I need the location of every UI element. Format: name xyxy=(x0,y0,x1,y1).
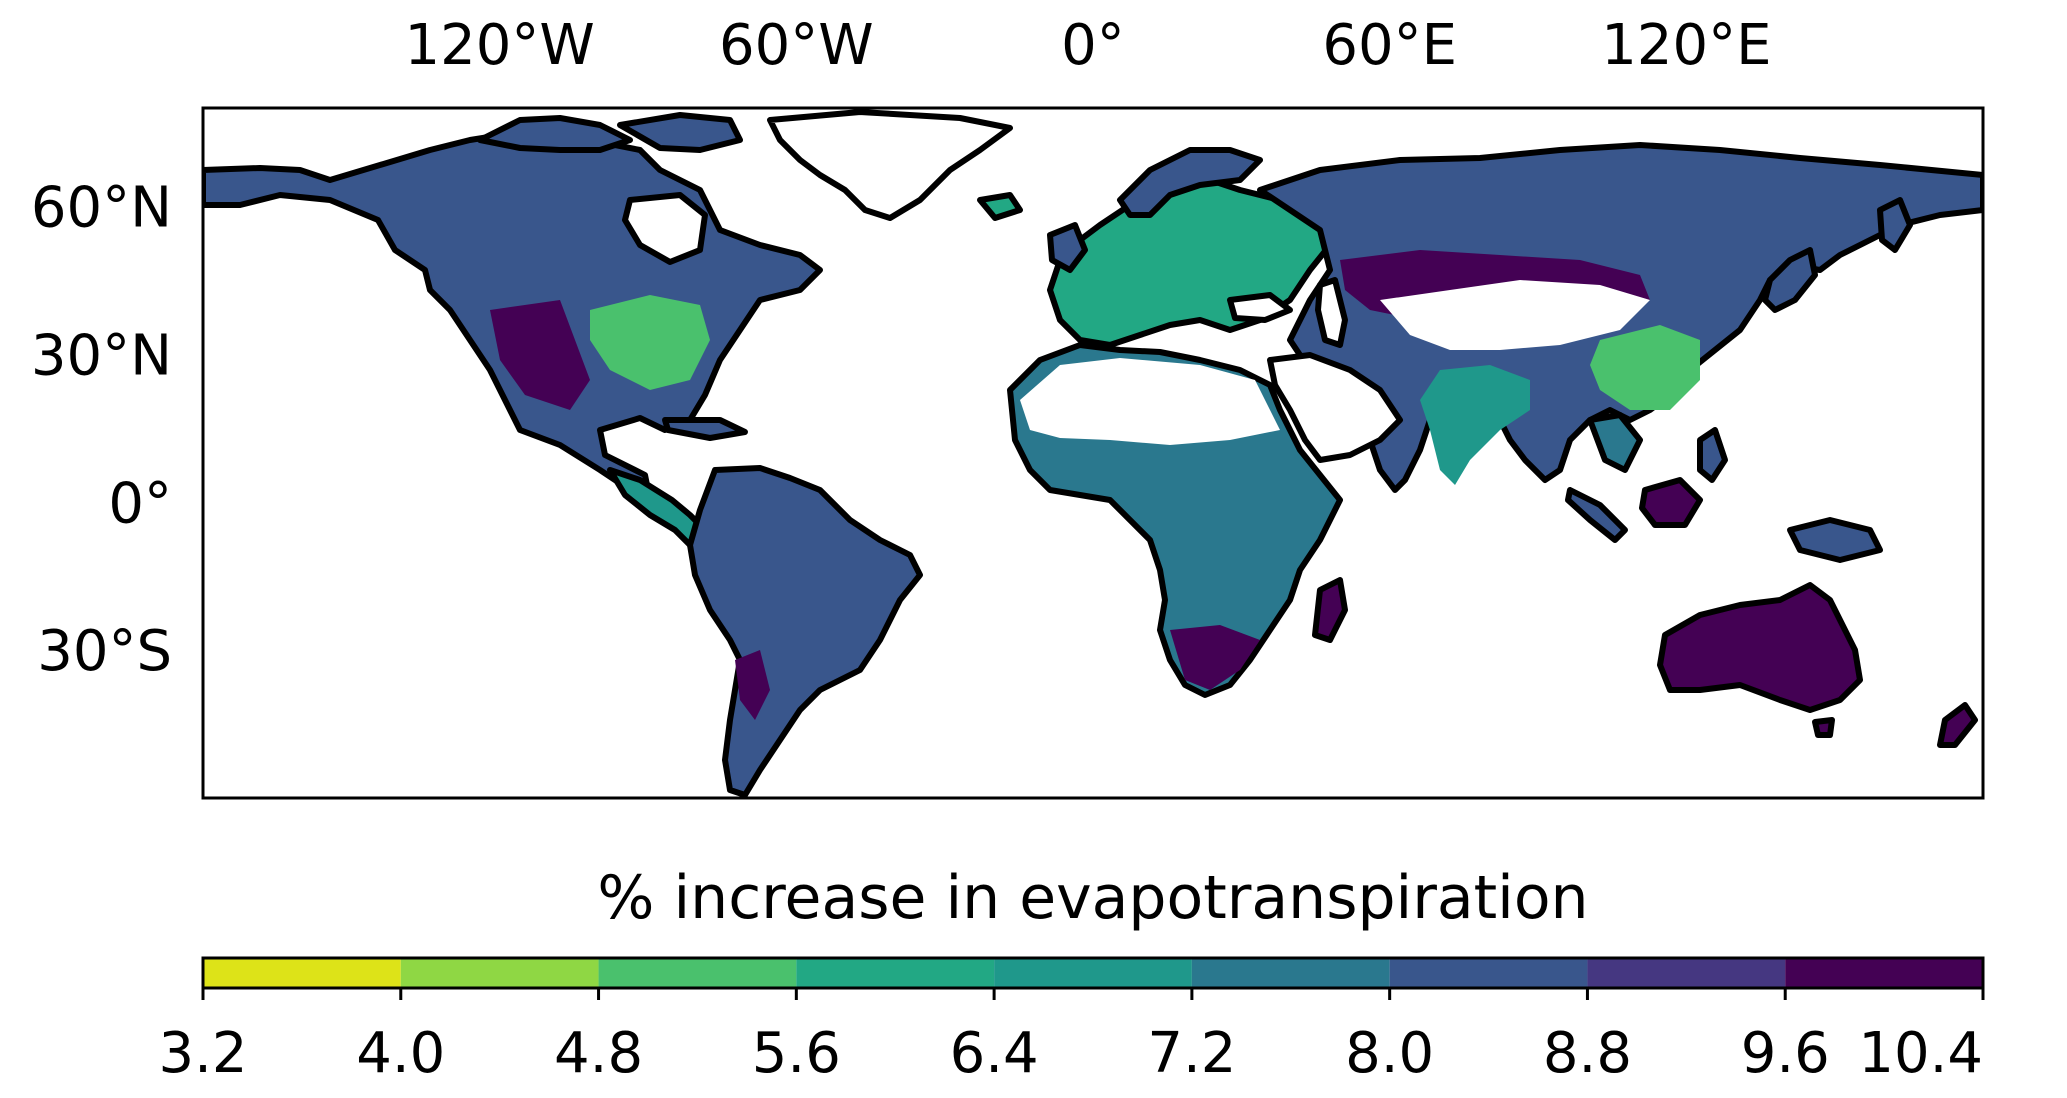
new-zealand xyxy=(1937,702,1978,748)
colorbar-bins xyxy=(203,958,1983,988)
colorbar-bin xyxy=(994,958,1192,988)
black-sea xyxy=(1227,292,1293,323)
south-america xyxy=(687,465,923,798)
colorbar-tick-label: 10.4 xyxy=(1858,1021,1983,1086)
sumatra xyxy=(1565,487,1628,543)
longitude-tick-labels: 120°W 60°W 0° 60°E 120°E xyxy=(405,13,1772,78)
greenland xyxy=(767,109,1013,221)
latitude-tick-labels: 60°N 30°N 0° 30°S xyxy=(31,176,172,685)
australia xyxy=(1657,582,1863,713)
colorbar-bin xyxy=(1785,958,1983,988)
southern-cone xyxy=(735,650,770,720)
arctic-islands-2 xyxy=(617,112,743,153)
japan xyxy=(1762,247,1818,313)
lon-tick-label: 120°W xyxy=(405,13,595,78)
colorbar-tick-label: 8.8 xyxy=(1543,1021,1632,1086)
colorbar-tick-labels: 3.2 4.0 4.8 5.6 6.4 7.2 8.0 8.8 9.6 10.4 xyxy=(158,988,1985,1086)
iceland xyxy=(977,192,1023,221)
philippines xyxy=(1697,427,1728,483)
colorbar-bin xyxy=(400,958,599,988)
colorbar-bin xyxy=(1191,958,1390,988)
lon-tick-label: 60°E xyxy=(1322,13,1457,78)
map-panel: 120°W 60°W 0° 60°E 120°E 60°N 30°N 0° 30°S xyxy=(31,13,1985,800)
colorbar-tick-label: 5.6 xyxy=(752,1021,841,1086)
indochina xyxy=(1587,412,1643,473)
southwest-us xyxy=(490,300,590,410)
sahara-no-data xyxy=(1020,358,1280,445)
arctic-islands xyxy=(477,115,633,153)
colorbar-tick-label: 7.2 xyxy=(1147,1021,1236,1086)
cuba xyxy=(662,417,748,441)
new-guinea xyxy=(1787,517,1883,563)
arabia xyxy=(1267,352,1403,463)
colorbar-tick-label: 8.0 xyxy=(1345,1021,1434,1086)
colorbar-tick-label: 4.0 xyxy=(356,1021,445,1086)
colorbar-tick-label: 3.2 xyxy=(158,1021,247,1086)
lat-tick-label: 30°N xyxy=(31,323,172,388)
colorbar-bin xyxy=(1389,958,1588,988)
lat-tick-label: 0° xyxy=(108,471,172,536)
colorbar-tick-label: 6.4 xyxy=(950,1021,1039,1086)
colorbar-bin xyxy=(598,958,797,988)
eastern-china xyxy=(1590,325,1700,410)
colorbar-tick-label: 9.6 xyxy=(1741,1021,1830,1086)
lon-tick-label: 0° xyxy=(1061,13,1125,78)
lon-tick-label: 60°W xyxy=(719,13,874,78)
colorbar-title: % increase in evapotranspiration xyxy=(597,863,1588,933)
lat-tick-label: 60°N xyxy=(31,176,172,241)
tasmania xyxy=(1812,717,1835,738)
southern-africa xyxy=(1170,625,1260,690)
caspian-sea xyxy=(1315,277,1348,348)
india xyxy=(1420,365,1530,485)
map-frame xyxy=(201,106,1985,800)
colorbar-tick-label: 4.8 xyxy=(554,1021,643,1086)
kamchatka xyxy=(1877,197,1913,253)
land-layer xyxy=(203,109,1983,798)
east-us-band xyxy=(590,295,710,390)
madagascar xyxy=(1312,577,1348,643)
lat-tick-label: 30°S xyxy=(37,619,172,684)
colorbar-bin xyxy=(796,958,995,988)
scandinavia xyxy=(1117,147,1263,218)
colorbar-bin xyxy=(203,958,401,988)
borneo xyxy=(1639,477,1703,528)
colorbar: % increase in evapotranspiration 3.2 4.0 4… xyxy=(158,863,1985,1086)
hudson-bay xyxy=(622,192,708,265)
british-isles xyxy=(1047,222,1088,273)
lon-tick-label: 120°E xyxy=(1601,13,1771,78)
tibet-no-data xyxy=(1380,280,1650,350)
colorbar-bin xyxy=(1587,958,1786,988)
colorbar-frame xyxy=(201,956,1985,990)
